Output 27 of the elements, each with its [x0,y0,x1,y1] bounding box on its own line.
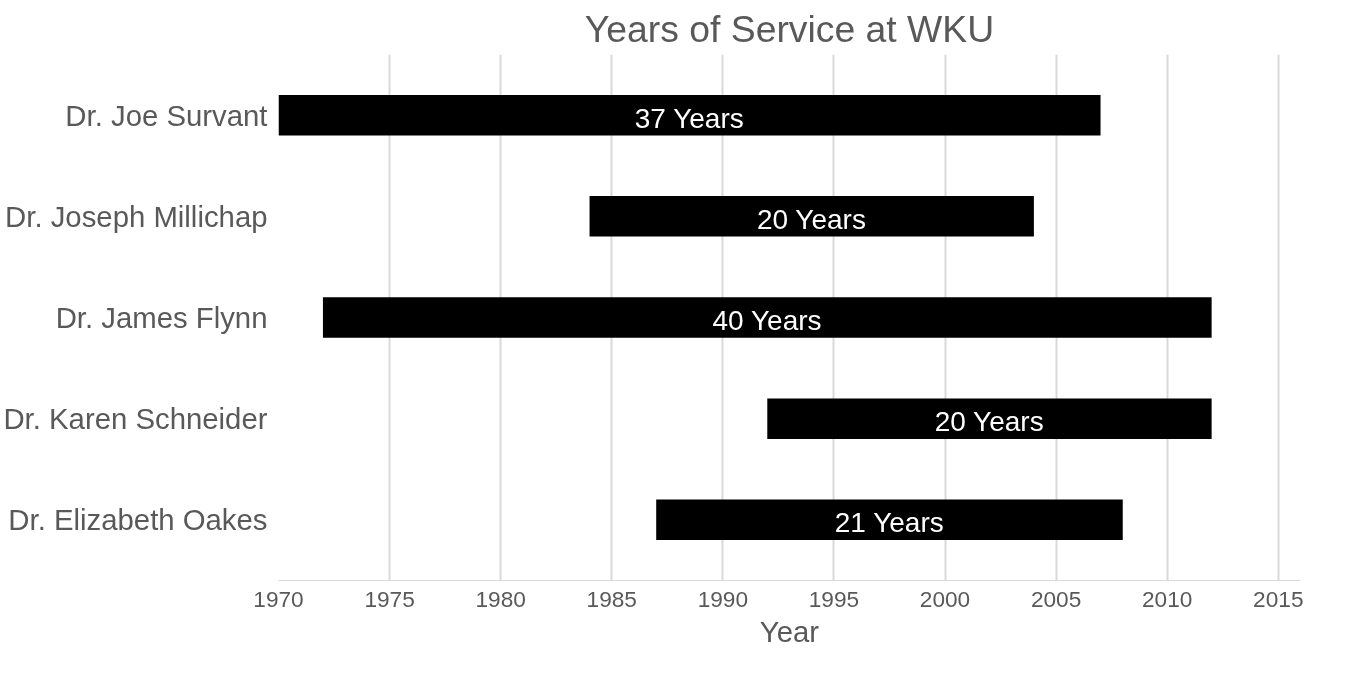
x-tick-label: 1995 [808,585,860,612]
x-tick-label: 1970 [253,585,304,612]
y-tick-label: Dr. Elizabeth Oakes [8,503,268,537]
bar [589,196,1034,237]
x-tick-label: 2005 [1030,585,1082,612]
y-tick-label: Dr. James Flynn [55,301,268,334]
bar [322,297,1212,338]
x-tick-label: 2015 [1253,585,1304,612]
x-tick-label: 2010 [1141,585,1193,612]
data-label: 20 Years [756,203,866,235]
x-tick-label: 1975 [364,585,415,612]
y-tick-label: Dr. Karen Schneider [3,402,268,436]
x-tick-label: 1985 [586,585,637,612]
y-tick-label: Dr. Joseph Millichap [5,199,268,233]
x-tick-label: 2000 [919,585,971,612]
data-label: 40 Years [712,305,822,336]
chart-title: Years of Service at WKU [584,7,995,50]
y-tick-label: Dr. Joe Survant [65,98,268,132]
data-label: 20 Years [934,406,1044,438]
x-tick-label: 1980 [475,585,526,612]
bar [278,94,1101,136]
x-axis-title: Year [759,614,820,648]
data-label: 37 Years [634,102,744,134]
data-label: 21 Years [834,507,944,539]
bar [767,398,1212,439]
bar [656,499,1123,541]
x-tick-label: 1990 [697,585,749,612]
